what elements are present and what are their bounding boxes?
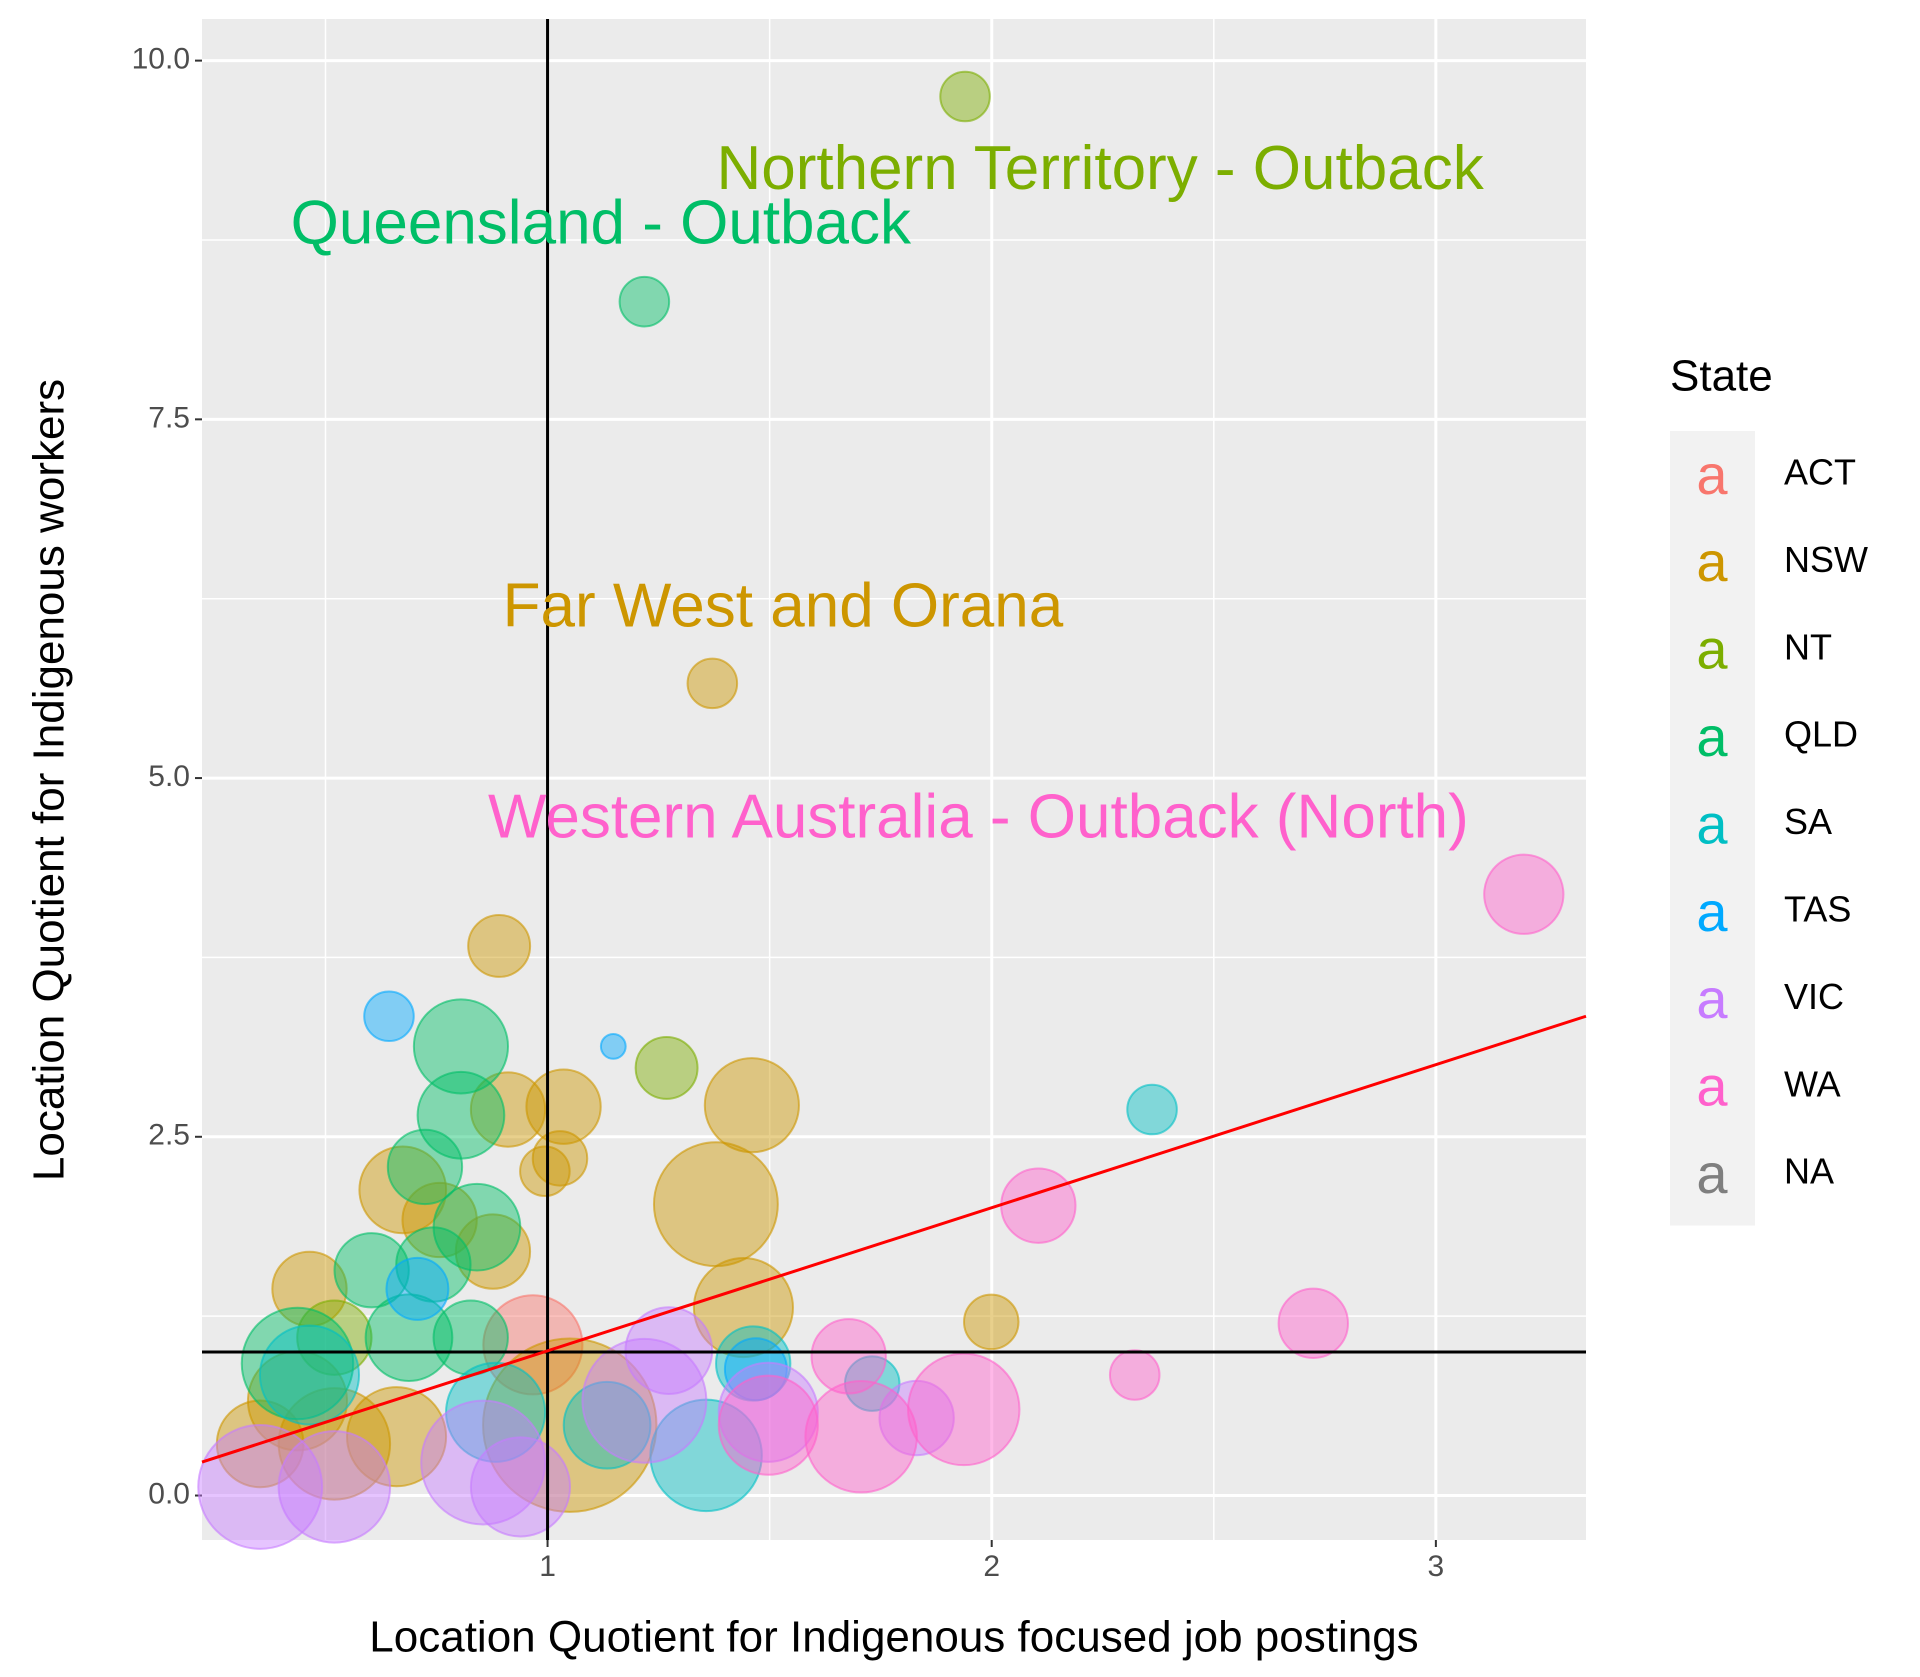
bubble xyxy=(432,1182,522,1272)
annotation: Queensland - Outback xyxy=(291,188,912,257)
legend-label: NT xyxy=(1784,626,1832,667)
x-tick-label: 2 xyxy=(983,1550,1000,1583)
legend-label: QLD xyxy=(1784,714,1858,755)
bubble xyxy=(469,1436,572,1538)
bubble xyxy=(618,275,671,328)
bubble xyxy=(692,1256,794,1359)
y-tick-label: 7.5 xyxy=(148,401,190,434)
bubble xyxy=(634,1035,699,1100)
bubble xyxy=(562,1380,652,1470)
y-tick-label: 2.5 xyxy=(148,1119,190,1152)
trend-line xyxy=(201,1014,1587,1464)
bubble xyxy=(1126,1083,1178,1136)
bubble xyxy=(277,1430,392,1544)
legend-key: a xyxy=(1696,967,1728,1030)
legend-key: a xyxy=(1696,1055,1728,1118)
bubble xyxy=(333,1232,410,1309)
legend-background xyxy=(1670,431,1755,1226)
legend-label: SA xyxy=(1784,801,1832,842)
legend-label: WA xyxy=(1784,1063,1841,1104)
bubble xyxy=(804,1379,918,1494)
bubble xyxy=(482,1294,584,1396)
legend-title: State xyxy=(1670,352,1773,401)
bubble xyxy=(386,1128,464,1206)
y-tick-label: 5.0 xyxy=(148,760,190,793)
legend-key: a xyxy=(1696,618,1728,681)
bubble xyxy=(599,1033,627,1060)
annotation: Northern Territory - Outback xyxy=(716,134,1484,203)
bubble xyxy=(469,1071,547,1148)
bubble xyxy=(240,1306,355,1421)
legend-label: VIC xyxy=(1784,976,1844,1017)
bubble xyxy=(581,1337,708,1464)
x-tick-label: 1 xyxy=(539,1550,556,1583)
bubble xyxy=(467,913,532,978)
bubble xyxy=(363,990,415,1043)
y-axis-title: Location Quotient for Indigenous workers xyxy=(25,379,74,1181)
bubble xyxy=(525,1068,602,1145)
bubble xyxy=(686,657,739,710)
bubble xyxy=(1277,1287,1349,1360)
bubble xyxy=(1108,1349,1161,1401)
bubble xyxy=(717,1374,819,1476)
legend-label: NSW xyxy=(1784,539,1868,580)
legend-label: TAS xyxy=(1784,889,1851,930)
y-tick-label: 0.0 xyxy=(148,1477,190,1510)
legend-key: a xyxy=(1696,530,1728,593)
bubble xyxy=(358,1145,448,1235)
bubble xyxy=(717,1361,819,1463)
legend-label: NA xyxy=(1784,1151,1834,1192)
bubble xyxy=(258,1324,361,1426)
legend-key: a xyxy=(1696,792,1728,855)
bubble xyxy=(519,1145,571,1198)
bubble xyxy=(412,998,510,1095)
bubble xyxy=(1000,1167,1077,1244)
bubble xyxy=(420,1399,547,1526)
x-axis-title: Location Quotient for Indigenous focused… xyxy=(369,1613,1418,1662)
legend-key: a xyxy=(1696,705,1728,768)
bubble xyxy=(197,1423,324,1550)
y-tick-label: 10.0 xyxy=(132,43,190,76)
bubble xyxy=(1483,853,1565,935)
x-tick-label: 3 xyxy=(1428,1550,1445,1583)
legend-key: a xyxy=(1696,880,1728,943)
bubble xyxy=(906,1352,1021,1467)
legend-key: a xyxy=(1696,443,1728,506)
bubble xyxy=(810,1318,887,1395)
bubble xyxy=(963,1293,1020,1351)
annotation: Far West and Orana xyxy=(503,572,1064,641)
annotation: Western Australia - Outback (North) xyxy=(488,782,1469,851)
legend-key: a xyxy=(1696,1142,1728,1205)
bubble xyxy=(385,1256,450,1321)
legend-label: ACT xyxy=(1784,452,1856,493)
bubble xyxy=(939,70,991,123)
bubble xyxy=(652,1141,779,1268)
bubble xyxy=(703,1057,800,1154)
